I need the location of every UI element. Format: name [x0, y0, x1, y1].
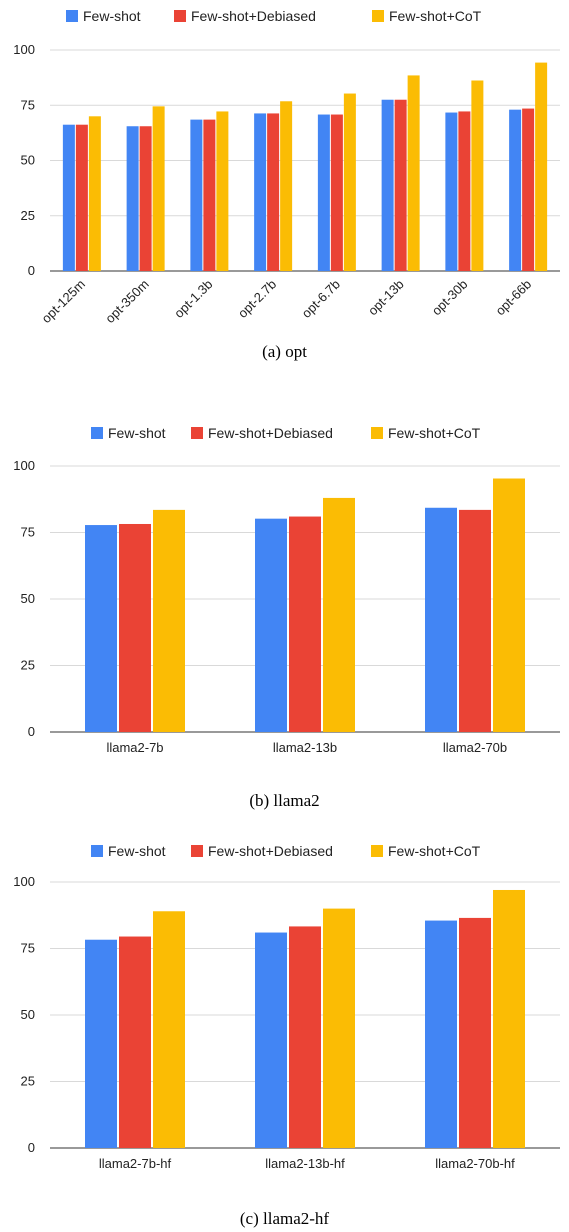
x-tick-label-llama2-70b: llama2-70b [443, 740, 507, 755]
legend-label-few-shot: Few-shot [108, 425, 166, 441]
x-tick-label-opt-1-3b: opt-1.3b [171, 277, 215, 321]
legend-label-few-shot-debiased: Few-shot+Debiased [208, 425, 333, 441]
y-tick-label-50: 50 [21, 153, 35, 168]
bar-opt-350m-few-shot-cot [152, 106, 165, 271]
figure-caption: (a) opt [262, 342, 307, 361]
bar-opt-66b-few-shot-cot [535, 62, 548, 271]
legend-swatch-few-shot-debiased [191, 427, 203, 439]
bar-llama2-13b-hf-few-shot-debiased [289, 926, 321, 1148]
y-tick-label-0: 0 [28, 1140, 35, 1155]
y-tick-label-50: 50 [21, 1007, 35, 1022]
x-tick-label-opt-30b: opt-30b [429, 277, 471, 319]
bar-llama2-7b-few-shot-debiased [119, 523, 151, 732]
bar-opt-30b-few-shot [445, 112, 458, 271]
x-tick-label-llama2-7b: llama2-7b [106, 740, 163, 755]
bar-opt-1-3b-few-shot [190, 119, 203, 272]
bar-opt-6-7b-few-shot-cot [343, 93, 356, 271]
y-tick-label-75: 75 [21, 97, 35, 112]
legend-label-few-shot: Few-shot [108, 843, 166, 859]
y-tick-label-0: 0 [28, 263, 35, 278]
bar-llama2-7b-few-shot-cot [153, 509, 185, 732]
x-tick-label-opt-125m: opt-125m [39, 277, 88, 326]
chart-panel-2: Few-shot Few-shot+Debiased Few-shot+CoT 0 25… [13, 425, 560, 810]
bar-llama2-13b-few-shot-cot [323, 497, 355, 732]
y-tick-label-50: 50 [21, 591, 35, 606]
legend-label-few-shot-cot: Few-shot+CoT [388, 843, 481, 859]
bar-llama2-7b-hf-few-shot-cot [153, 911, 185, 1148]
bar-opt-125m-few-shot-cot [88, 116, 101, 271]
bar-opt-350m-few-shot-debiased [139, 126, 152, 272]
bar-opt-66b-few-shot-debiased [522, 108, 535, 271]
bar-llama2-70b-hf-few-shot-debiased [459, 917, 491, 1148]
legend-swatch-few-shot-cot [371, 845, 383, 857]
bar-opt-125m-few-shot [62, 124, 75, 271]
legend-swatch-few-shot [66, 10, 78, 22]
bar-llama2-7b-hf-few-shot-debiased [119, 936, 151, 1148]
legend-swatch-few-shot-cot [372, 10, 384, 22]
bar-opt-1-3b-few-shot-cot [216, 111, 229, 271]
legend-label-few-shot-cot: Few-shot+CoT [389, 8, 482, 24]
figure-caption: (c) llama2-hf [240, 1209, 330, 1228]
legend-label-few-shot-debiased: Few-shot+Debiased [208, 843, 333, 859]
legend-label-few-shot-debiased: Few-shot+Debiased [191, 8, 316, 24]
bar-llama2-7b-hf-few-shot [85, 939, 117, 1148]
bar-opt-30b-few-shot-debiased [458, 111, 471, 271]
y-tick-label-25: 25 [21, 208, 35, 223]
x-tick-label-opt-66b: opt-66b [492, 277, 534, 319]
bar-opt-13b-few-shot-debiased [394, 99, 407, 271]
bar-opt-66b-few-shot [509, 109, 522, 271]
bar-opt-2-7b-few-shot-cot [280, 101, 293, 271]
legend-swatch-few-shot-debiased [174, 10, 186, 22]
bar-opt-2-7b-few-shot-debiased [267, 113, 280, 271]
legend-label-few-shot: Few-shot [83, 8, 141, 24]
x-tick-label-opt-350m: opt-350m [102, 277, 151, 326]
bar-llama2-70b-few-shot [425, 507, 457, 732]
x-tick-label-llama2-13b: llama2-13b [273, 740, 337, 755]
x-tick-label-llama2-70b-hf: llama2-70b-hf [435, 1156, 515, 1171]
legend-swatch-few-shot-cot [371, 427, 383, 439]
bar-opt-13b-few-shot [381, 99, 394, 271]
y-tick-label-25: 25 [21, 658, 35, 673]
bar-llama2-13b-few-shot [255, 518, 287, 732]
bar-llama2-70b-few-shot-debiased [459, 509, 491, 732]
bar-opt-1-3b-few-shot-debiased [203, 119, 216, 272]
bar-llama2-70b-hf-few-shot-cot [493, 889, 525, 1148]
bar-opt-125m-few-shot-debiased [75, 124, 88, 271]
legend-swatch-few-shot [91, 845, 103, 857]
bar-opt-13b-few-shot-cot [407, 75, 420, 271]
x-tick-label-llama2-13b-hf: llama2-13b-hf [265, 1156, 345, 1171]
y-tick-label-75: 75 [21, 941, 35, 956]
bar-llama2-13b-hf-few-shot [255, 932, 287, 1148]
bar-llama2-70b-hf-few-shot [425, 920, 457, 1148]
bar-llama2-13b-few-shot-debiased [289, 516, 321, 732]
x-tick-label-opt-6-7b: opt-6.7b [299, 277, 343, 321]
legend-swatch-few-shot [91, 427, 103, 439]
legend-swatch-few-shot-debiased [191, 845, 203, 857]
bar-opt-350m-few-shot [126, 126, 139, 272]
x-tick-label-opt-2-7b: opt-2.7b [235, 277, 279, 321]
bar-llama2-70b-few-shot-cot [493, 478, 525, 732]
bar-opt-2-7b-few-shot [254, 113, 267, 271]
bar-opt-6-7b-few-shot [317, 114, 330, 271]
y-tick-label-100: 100 [13, 42, 35, 57]
y-tick-label-0: 0 [28, 724, 35, 739]
x-tick-label-opt-13b: opt-13b [365, 277, 407, 319]
x-tick-label-llama2-7b-hf: llama2-7b-hf [99, 1156, 172, 1171]
y-tick-label-100: 100 [13, 874, 35, 889]
bar-opt-30b-few-shot-cot [471, 80, 484, 271]
y-tick-label-100: 100 [13, 458, 35, 473]
bar-opt-6-7b-few-shot-debiased [330, 114, 343, 271]
bar-llama2-7b-few-shot [85, 525, 117, 732]
chart-panel-1: Few-shot Few-shot+Debiased Few-shot+CoT 0 25… [13, 8, 560, 361]
chart-panel-3: Few-shot Few-shot+Debiased Few-shot+CoT 0 25… [13, 843, 560, 1228]
y-tick-label-75: 75 [21, 525, 35, 540]
legend-label-few-shot-cot: Few-shot+CoT [388, 425, 481, 441]
y-tick-label-25: 25 [21, 1074, 35, 1089]
bar-llama2-13b-hf-few-shot-cot [323, 908, 355, 1148]
figure-caption: (b) llama2 [249, 791, 319, 810]
